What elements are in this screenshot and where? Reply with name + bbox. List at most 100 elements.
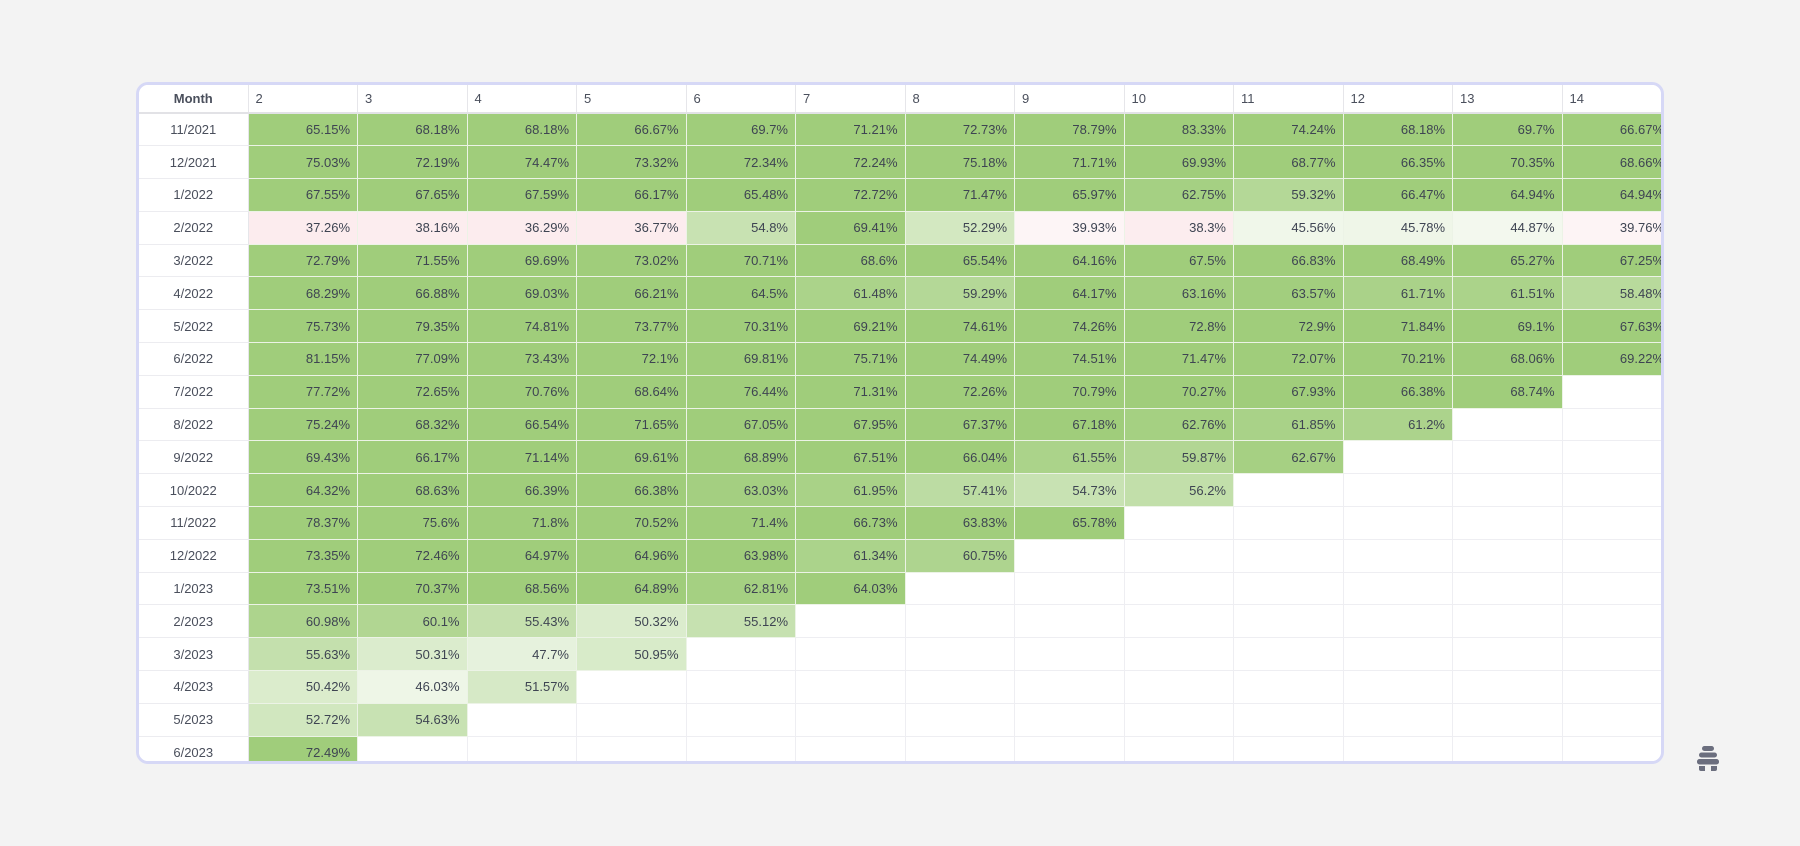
table-row: 11/2022 78.37% 75.6% 71.8% 70.52% 71.4% 66.73%…: [139, 506, 1661, 540]
retention-cell: 71.8%: [467, 506, 577, 540]
retention-cell: 45.56%: [1233, 211, 1344, 245]
empty-cell: [1452, 604, 1563, 639]
retention-cell: 68.06%: [1452, 342, 1563, 376]
empty-cell: [686, 670, 796, 704]
row-month-label: 4/2023: [139, 670, 249, 704]
retention-cell: 67.25%: [1562, 244, 1661, 278]
retention-cell: 37.26%: [248, 211, 358, 245]
table-row: 12/2021 75.03% 72.19% 74.47% 73.32% 72.34% 72.…: [139, 145, 1661, 180]
empty-cell: [1343, 637, 1453, 672]
retention-cell: 46.03%: [357, 670, 468, 704]
retention-cell: 65.15%: [248, 113, 358, 147]
retention-cell: 71.84%: [1343, 309, 1453, 344]
empty-cell: [1452, 408, 1563, 442]
retention-cell: 70.31%: [686, 309, 796, 344]
column-header[interactable]: 13: [1452, 85, 1563, 114]
retention-cell: 50.32%: [576, 604, 687, 639]
retention-cell: 73.43%: [467, 342, 577, 376]
empty-cell: [1452, 637, 1563, 672]
column-header[interactable]: 3: [357, 85, 468, 114]
retention-cell: 72.24%: [795, 145, 906, 180]
row-month-label: 8/2022: [139, 408, 249, 442]
empty-cell: [1014, 539, 1125, 573]
empty-cell: [1562, 604, 1661, 639]
table-row: 11/2021 65.15% 68.18% 68.18% 66.67% 69.7% 71.2…: [139, 113, 1661, 147]
cohort-table-container: Month 2 3 4 5 6 7 8 9 10 11 12 13 14 11/2021 65.15% 68…: [136, 82, 1664, 764]
column-header[interactable]: 12: [1343, 85, 1453, 114]
retention-cell: 69.81%: [686, 342, 796, 376]
table-row: 12/2022 73.35% 72.46% 64.97% 64.96% 63.98% 61.…: [139, 539, 1661, 573]
retention-cell: 69.7%: [686, 113, 796, 147]
retention-cell: 72.79%: [248, 244, 358, 278]
empty-cell: [467, 736, 577, 761]
empty-cell: [1124, 670, 1234, 704]
column-header[interactable]: 6: [686, 85, 796, 114]
retention-cell: 64.5%: [686, 276, 796, 311]
column-header[interactable]: 5: [576, 85, 687, 114]
retention-cell: 71.31%: [795, 375, 906, 409]
empty-cell: [1343, 506, 1453, 540]
column-header[interactable]: 7: [795, 85, 906, 114]
empty-cell: [1233, 736, 1344, 761]
retention-cell: 69.7%: [1452, 113, 1563, 147]
retention-cell: 64.03%: [795, 572, 906, 606]
table-row: 2/2023 60.98% 60.1% 55.43% 50.32% 55.12%: [139, 604, 1661, 639]
retention-cell: 68.29%: [248, 276, 358, 311]
column-header[interactable]: 14: [1562, 85, 1661, 114]
retention-cell: 71.55%: [357, 244, 468, 278]
retention-cell: 81.15%: [248, 342, 358, 376]
retention-cell: 69.1%: [1452, 309, 1563, 344]
retention-cell: 74.61%: [905, 309, 1015, 344]
retention-cell: 68.18%: [1343, 113, 1453, 147]
retention-cell: 70.27%: [1124, 375, 1234, 409]
row-month-label: 1/2022: [139, 178, 249, 212]
retention-cell: 68.66%: [1562, 145, 1661, 180]
retention-cell: 50.95%: [576, 637, 687, 672]
retention-cell: 78.79%: [1014, 113, 1125, 147]
column-header[interactable]: 4: [467, 85, 577, 114]
empty-cell: [686, 703, 796, 737]
retention-cell: 72.19%: [357, 145, 468, 180]
retention-cell: 69.43%: [248, 440, 358, 475]
empty-cell: [576, 703, 687, 737]
retention-cell: 67.63%: [1562, 309, 1661, 344]
column-header[interactable]: 11: [1233, 85, 1344, 114]
empty-cell: [1124, 637, 1234, 672]
retention-cell: 73.35%: [248, 539, 358, 573]
empty-cell: [1562, 637, 1661, 672]
column-header[interactable]: 8: [905, 85, 1015, 114]
retention-cell: 66.67%: [1562, 113, 1661, 147]
retention-cell: 63.16%: [1124, 276, 1234, 311]
column-header[interactable]: 9: [1014, 85, 1125, 114]
column-header-month[interactable]: Month: [139, 85, 249, 114]
retention-cell: 72.49%: [248, 736, 358, 761]
retention-cell: 61.48%: [795, 276, 906, 311]
retention-cell: 71.21%: [795, 113, 906, 147]
retention-cell: 71.4%: [686, 506, 796, 540]
retention-cell: 73.02%: [576, 244, 687, 278]
retention-cell: 50.31%: [357, 637, 468, 672]
empty-cell: [795, 604, 906, 639]
empty-cell: [1124, 539, 1234, 573]
retention-cell: 51.57%: [467, 670, 577, 704]
retention-cell: 76.44%: [686, 375, 796, 409]
row-month-label: 11/2021: [139, 113, 249, 147]
retention-cell: 71.71%: [1014, 145, 1125, 180]
table-row: 9/2022 69.43% 66.17% 71.14% 69.61% 68.89% 67.5…: [139, 440, 1661, 475]
empty-cell: [1562, 408, 1661, 442]
retention-cell: 69.21%: [795, 309, 906, 344]
column-header[interactable]: 10: [1124, 85, 1234, 114]
retention-cell: 60.1%: [357, 604, 468, 639]
empty-cell: [1452, 539, 1563, 573]
empty-cell: [1014, 572, 1125, 606]
empty-cell: [1452, 703, 1563, 737]
cohort-retention-table: Month 2 3 4 5 6 7 8 9 10 11 12 13 14 11/2021 65.15% 68…: [139, 85, 1661, 761]
retention-cell: 60.98%: [248, 604, 358, 639]
table-header-row: Month 2 3 4 5 6 7 8 9 10 11 12 13 14: [139, 85, 1661, 114]
row-month-label: 6/2023: [139, 736, 249, 761]
retention-cell: 65.54%: [905, 244, 1015, 278]
retention-cell: 75.24%: [248, 408, 358, 442]
row-month-label: 3/2023: [139, 637, 249, 672]
column-header[interactable]: 2: [248, 85, 358, 114]
retention-cell: 64.96%: [576, 539, 687, 573]
